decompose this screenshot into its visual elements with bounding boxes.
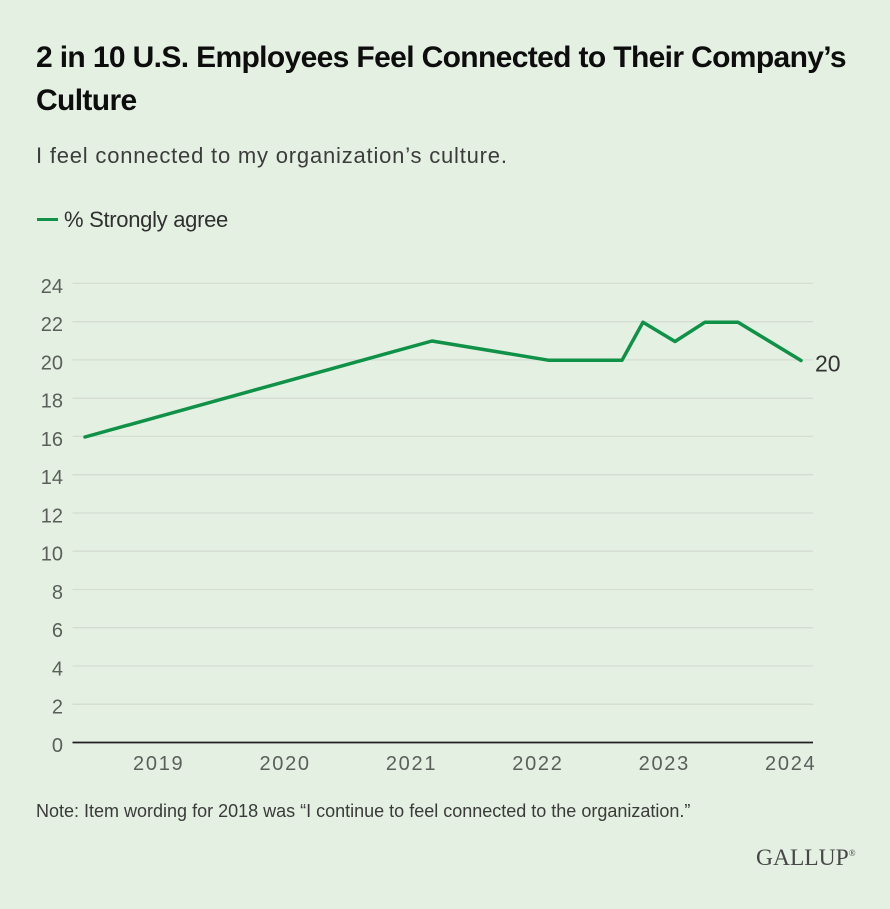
svg-text:0: 0 — [52, 735, 63, 757]
svg-text:2023: 2023 — [639, 753, 690, 775]
svg-text:24: 24 — [41, 276, 63, 298]
svg-text:2020: 2020 — [259, 753, 310, 775]
svg-text:10: 10 — [41, 544, 63, 566]
svg-text:18: 18 — [41, 391, 63, 413]
svg-text:8: 8 — [52, 582, 63, 604]
svg-text:2022: 2022 — [512, 753, 563, 775]
svg-text:4: 4 — [52, 659, 63, 681]
svg-text:22: 22 — [41, 314, 63, 336]
svg-text:2021: 2021 — [386, 753, 437, 775]
svg-text:12: 12 — [41, 506, 63, 528]
svg-text:14: 14 — [41, 467, 63, 489]
svg-text:20: 20 — [41, 352, 63, 374]
svg-text:2: 2 — [52, 697, 63, 719]
svg-text:2019: 2019 — [133, 753, 184, 775]
svg-text:20: 20 — [815, 351, 841, 377]
svg-text:2024: 2024 — [765, 753, 816, 775]
svg-text:16: 16 — [41, 429, 63, 451]
svg-text:6: 6 — [52, 620, 63, 642]
